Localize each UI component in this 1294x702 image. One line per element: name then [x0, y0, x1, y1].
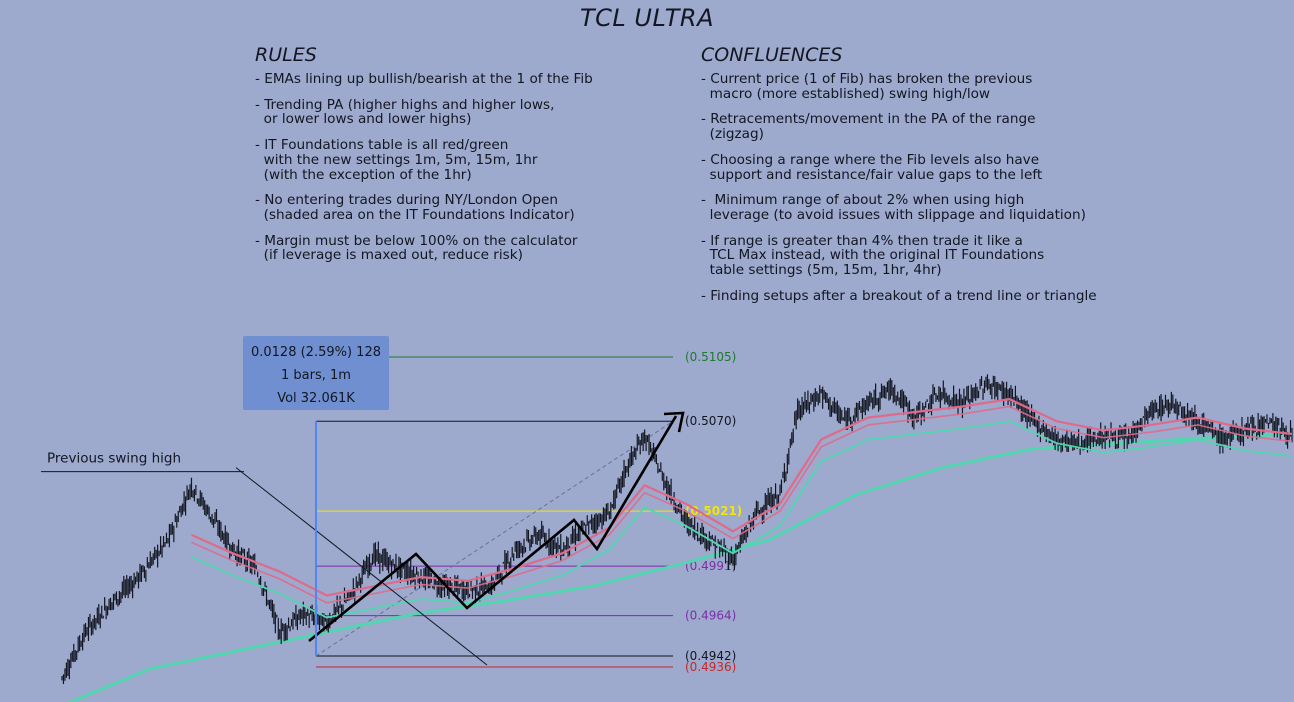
- confluences-heading: CONFLUENCES: [701, 44, 843, 66]
- confluence-item: - Retracements/movement in the PA of the…: [701, 111, 1036, 143]
- fib-level-label: (0.4964): [685, 609, 736, 623]
- swing-high-label: Previous swing high: [47, 451, 181, 467]
- confluence-item: - If range is greater than 4% then trade…: [701, 232, 1045, 279]
- rule-item: - Margin must be below 100% on the calcu…: [255, 232, 578, 264]
- fib-level-label: (0.4942): [685, 649, 736, 663]
- measure-tooltip: 0.0128 (2.59%) 128 1 bars, 1m Vol 32.061…: [243, 336, 389, 410]
- confluence-item: - Minimum range of about 2% when using h…: [701, 192, 1086, 223]
- confluence-item: - Current price (1 of Fib) has broken th…: [701, 71, 1033, 102]
- confluence-item: - Finding setups after a breakout of a t…: [701, 287, 1097, 304]
- zigzag-path: [308, 415, 678, 643]
- fib-diagonal: [315, 420, 674, 657]
- rules-heading: RULES: [255, 44, 317, 66]
- measure-change: 0.0128 (2.59%) 128: [250, 345, 381, 360]
- zigzag-arrowhead: [663, 411, 685, 433]
- rule-item: - Trending PA (higher highs and higher l…: [255, 96, 555, 128]
- measure-volume: Vol 32.061K: [277, 391, 355, 406]
- fib-level-label: (0.4936): [685, 660, 736, 674]
- confluences-panel: CONFLUENCES - Current price (1 of Fib) h…: [701, 44, 1161, 314]
- ema-slow-line: [66, 432, 1294, 702]
- rule-item: - IT Foundations table is all red/green …: [255, 137, 538, 183]
- rule-item: - EMAs lining up bullish/bearish at the …: [255, 71, 593, 87]
- confluence-item: - Choosing a range where the Fib levels …: [701, 151, 1043, 183]
- fib-level-label: (0.5070): [685, 414, 736, 428]
- rules-panel: RULES - EMAs lining up bullish/bearish a…: [255, 44, 675, 274]
- rule-item: - No entering trades during NY/London Op…: [255, 192, 575, 223]
- page-title: TCL ULTRA: [580, 4, 714, 32]
- ema-mid-line: [191, 420, 1293, 619]
- trend-line: [235, 467, 488, 666]
- candles: [61, 374, 1293, 685]
- measure-bars: 1 bars, 1m: [281, 368, 351, 383]
- ema-fast-line: [191, 398, 1293, 597]
- fib-level-label: (0.4991): [685, 559, 736, 573]
- fib-level-label: (0.5021): [685, 504, 742, 518]
- fib-level-label: (0.5105): [685, 350, 736, 364]
- ema-fast-line-2: [191, 405, 1293, 604]
